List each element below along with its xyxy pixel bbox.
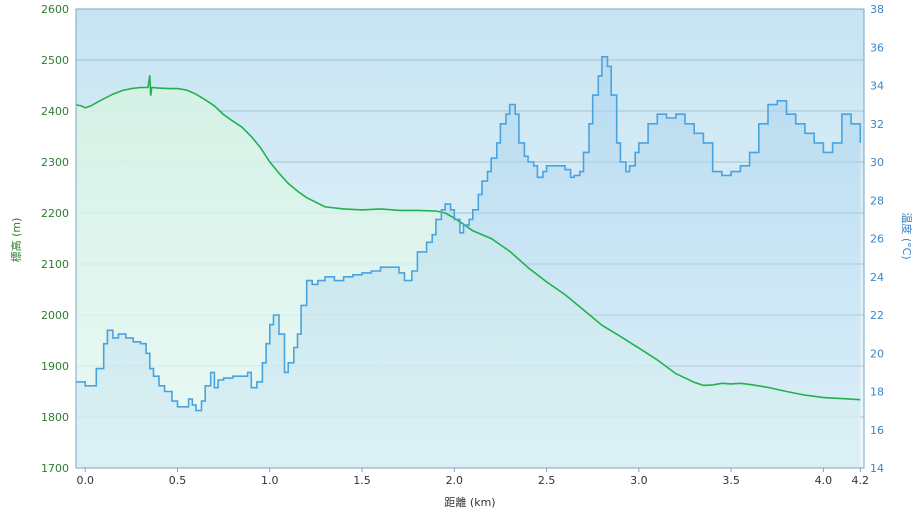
- plot-frame: [75, 8, 865, 469]
- temperature-series-line: [76, 56, 862, 412]
- x-tick-label-1: 0.5: [169, 474, 187, 487]
- x-tick-label-2: 1.0: [261, 474, 279, 487]
- x-tick-label-6: 3.0: [630, 474, 648, 487]
- right-axis-ticks: 14 16 18 20 22 24 26 28 30 32 34 36 38: [870, 3, 884, 475]
- y2-tick-label-0: 14: [870, 462, 884, 475]
- y2-axis-title: 温度 (°C): [900, 212, 914, 259]
- left-axis-ticks: 1700 1800 1900 2000 2100 2200 2300 2400 2500 2600: [41, 3, 69, 475]
- x-tick-label-7: 3.5: [722, 474, 740, 487]
- y-tick-label-9: 2600: [41, 3, 69, 16]
- x-tick-label-5: 2.5: [538, 474, 556, 487]
- y2-tick-label-5: 24: [870, 271, 884, 284]
- x-tick-label-9: 4.2: [852, 474, 870, 487]
- y2-tick-label-6: 26: [870, 233, 884, 246]
- y2-tick-label-1: 16: [870, 424, 884, 437]
- y-tick-label-3: 2000: [41, 309, 69, 322]
- y-tick-label-2: 1900: [41, 360, 69, 373]
- y2-tick-label-7: 28: [870, 194, 884, 207]
- y2-tick-label-4: 22: [870, 309, 884, 322]
- y-tick-label-7: 2400: [41, 105, 69, 118]
- x-tick-label-0: 0.0: [76, 474, 94, 487]
- x-tick-label-8: 4.0: [815, 474, 833, 487]
- y-axis-title: 標高 (m): [9, 218, 23, 263]
- y-tick-label-5: 2200: [41, 207, 69, 220]
- y2-tick-label-12: 38: [870, 3, 884, 16]
- x-axis-ticks: 0.0 0.5 1.0 1.5 2.0 2.5 3.0 3.5 4.0 4.2: [76, 468, 869, 487]
- y-tick-label-8: 2500: [41, 54, 69, 67]
- y2-tick-label-9: 32: [870, 118, 884, 131]
- elevation-series-line: [75, 75, 861, 401]
- y2-tick-label-2: 18: [870, 386, 884, 399]
- x-tick-label-3: 1.5: [353, 474, 371, 487]
- y-tick-label-6: 2300: [41, 156, 69, 169]
- y2-tick-label-8: 30: [870, 156, 884, 169]
- y2-tick-label-3: 20: [870, 347, 884, 360]
- y2-tick-label-10: 34: [870, 80, 884, 93]
- x-tick-label-4: 2.0: [446, 474, 464, 487]
- x-axis-title: 距離 (km): [444, 495, 495, 509]
- y-tick-label-1: 1800: [41, 411, 69, 424]
- y-tick-label-4: 2100: [41, 258, 69, 271]
- y2-tick-label-11: 36: [870, 41, 884, 54]
- y-tick-label-0: 1700: [41, 462, 69, 475]
